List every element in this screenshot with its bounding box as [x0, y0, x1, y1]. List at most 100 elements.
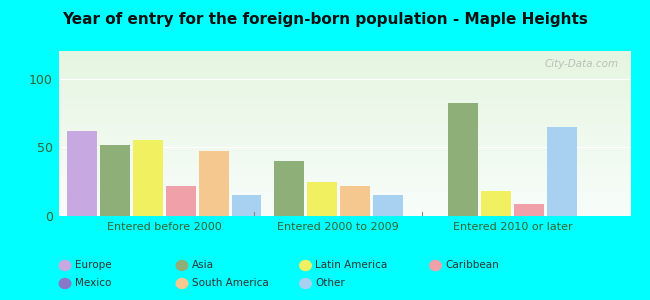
Bar: [100, 145, 130, 216]
Bar: [58, 128, 630, 130]
Bar: [58, 64, 630, 66]
Bar: [58, 155, 630, 157]
Bar: [58, 142, 630, 143]
Bar: [58, 58, 630, 59]
Bar: [58, 132, 630, 134]
Bar: [58, 137, 630, 138]
Bar: [58, 51, 630, 52]
Text: Europe: Europe: [75, 260, 111, 271]
Bar: [58, 148, 630, 150]
Bar: [231, 195, 261, 216]
Bar: [58, 66, 630, 68]
Bar: [58, 135, 630, 137]
Bar: [58, 61, 630, 63]
Bar: [58, 56, 630, 58]
Bar: [58, 198, 630, 200]
Bar: [58, 152, 630, 153]
Bar: [58, 109, 630, 110]
Bar: [58, 69, 630, 71]
Bar: [58, 184, 630, 186]
Bar: [58, 170, 630, 171]
Bar: [514, 204, 544, 216]
Bar: [58, 196, 630, 198]
Text: Other: Other: [315, 278, 345, 289]
Bar: [58, 59, 630, 61]
Bar: [58, 63, 630, 64]
Bar: [58, 194, 630, 196]
Bar: [58, 193, 630, 194]
Bar: [58, 127, 630, 128]
Bar: [67, 131, 97, 216]
Bar: [58, 71, 630, 72]
Bar: [58, 160, 630, 161]
Bar: [58, 153, 630, 155]
Bar: [58, 81, 630, 82]
Bar: [58, 171, 630, 173]
Bar: [58, 122, 630, 124]
Bar: [58, 102, 630, 104]
Bar: [58, 104, 630, 105]
Bar: [58, 118, 630, 120]
Bar: [58, 158, 630, 160]
Bar: [58, 87, 630, 89]
Bar: [58, 201, 630, 203]
Bar: [58, 190, 630, 191]
Bar: [58, 175, 630, 176]
Text: Mexico: Mexico: [75, 278, 111, 289]
Bar: [58, 107, 630, 109]
Text: City-Data.com: City-Data.com: [545, 59, 619, 69]
Bar: [58, 147, 630, 148]
Bar: [58, 79, 630, 81]
Bar: [58, 89, 630, 91]
Bar: [58, 99, 630, 100]
Bar: [58, 125, 630, 127]
Bar: [58, 211, 630, 213]
Bar: [58, 178, 630, 180]
Text: Caribbean: Caribbean: [445, 260, 499, 271]
Bar: [58, 183, 630, 184]
Bar: [58, 112, 630, 114]
Bar: [58, 77, 630, 79]
Bar: [448, 103, 478, 216]
Text: Year of entry for the foreign-born population - Maple Heights: Year of entry for the foreign-born popul…: [62, 12, 588, 27]
Bar: [58, 84, 630, 86]
Bar: [58, 68, 630, 69]
Bar: [58, 167, 630, 168]
Bar: [373, 195, 402, 216]
Bar: [58, 203, 630, 205]
Bar: [58, 97, 630, 99]
Bar: [166, 186, 196, 216]
Bar: [58, 168, 630, 170]
Bar: [58, 186, 630, 188]
Bar: [274, 161, 304, 216]
Bar: [58, 165, 630, 167]
Bar: [58, 110, 630, 112]
Bar: [547, 127, 577, 216]
Bar: [58, 130, 630, 132]
Bar: [58, 138, 630, 140]
Bar: [58, 54, 630, 56]
Bar: [199, 152, 229, 216]
Bar: [58, 205, 630, 206]
Bar: [481, 191, 511, 216]
Bar: [307, 182, 337, 216]
Bar: [58, 95, 630, 97]
Bar: [58, 208, 630, 209]
Bar: [58, 72, 630, 74]
Bar: [58, 85, 630, 87]
Bar: [58, 94, 630, 95]
Bar: [58, 82, 630, 84]
Bar: [58, 206, 630, 208]
Bar: [340, 186, 370, 216]
Bar: [58, 150, 630, 152]
Bar: [58, 161, 630, 163]
Bar: [58, 173, 630, 175]
Text: Asia: Asia: [192, 260, 214, 271]
Bar: [58, 140, 630, 142]
Bar: [58, 114, 630, 115]
Bar: [58, 191, 630, 193]
Bar: [58, 91, 630, 92]
Bar: [58, 53, 630, 54]
Bar: [58, 115, 630, 117]
Bar: [58, 209, 630, 211]
